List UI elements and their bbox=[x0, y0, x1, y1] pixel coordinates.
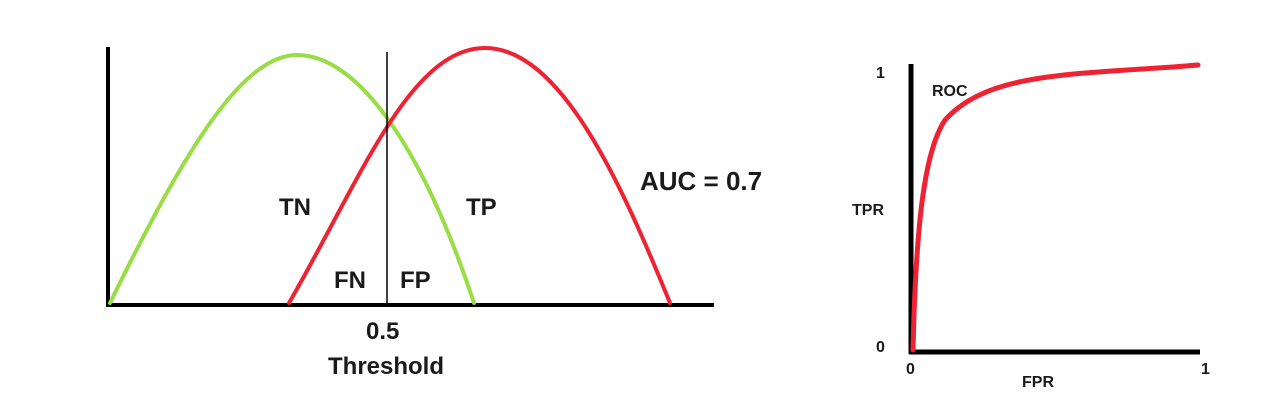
roc-x-tick-right: 1 bbox=[1201, 361, 1210, 378]
roc-diagram: ROC TPR FPR 1 0 0 1 bbox=[852, 62, 1210, 391]
distribution-diagram: TN TP FN FP AUC = 0.7 0.5 Threshold bbox=[106, 45, 762, 380]
auc-label: AUC = 0.7 bbox=[640, 166, 762, 196]
roc-y-tick-top: 1 bbox=[876, 65, 885, 82]
roc-y-axis-label: TPR bbox=[852, 202, 884, 219]
tn-label: TN bbox=[279, 194, 311, 221]
fp-label: FP bbox=[400, 267, 431, 294]
roc-y-tick-bottom: 0 bbox=[876, 339, 885, 356]
roc-x-tick-left: 0 bbox=[906, 361, 915, 378]
negative-class-curve bbox=[108, 52, 476, 305]
roc-x-axis-label: FPR bbox=[1022, 374, 1054, 391]
threshold-caption: Threshold bbox=[328, 353, 444, 380]
positive-class-curve bbox=[287, 45, 672, 305]
tp-label: TP bbox=[466, 194, 497, 221]
roc-curve-label: ROC bbox=[932, 83, 968, 100]
fn-label: FN bbox=[334, 267, 366, 294]
roc-curve bbox=[910, 62, 1201, 353]
threshold-value-label: 0.5 bbox=[366, 318, 399, 345]
